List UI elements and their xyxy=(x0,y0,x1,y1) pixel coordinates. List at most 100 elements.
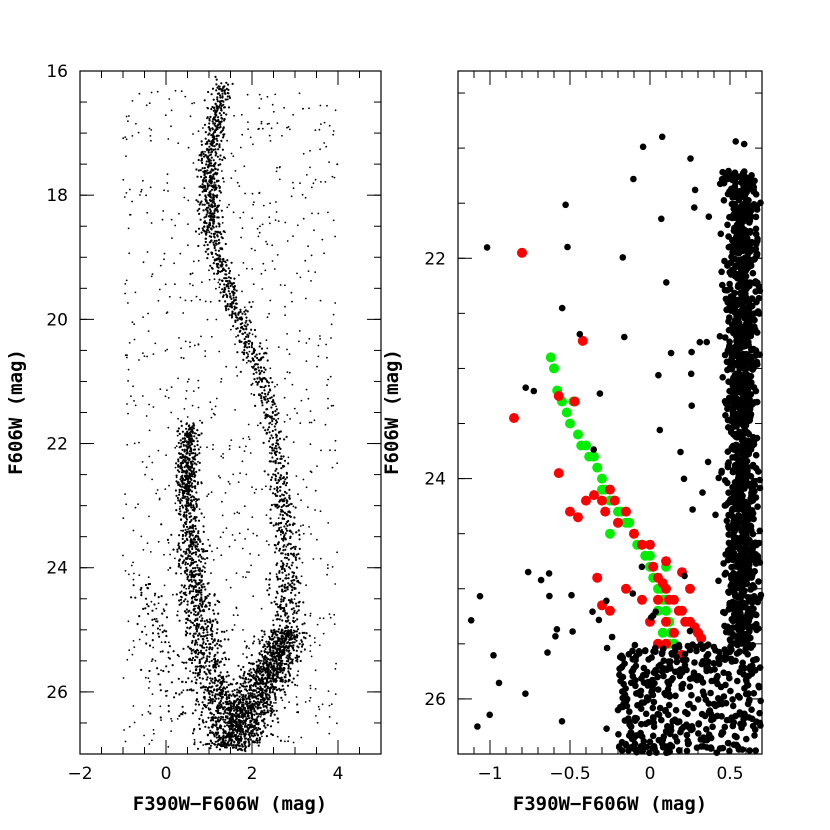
data-point xyxy=(296,224,299,227)
data-point xyxy=(270,686,273,690)
data-point xyxy=(231,731,234,734)
data-point xyxy=(203,174,206,177)
data-point xyxy=(215,225,218,228)
data-point xyxy=(214,720,217,723)
data-point xyxy=(192,689,195,692)
data-point xyxy=(216,107,219,110)
data-point xyxy=(149,186,152,189)
data-point xyxy=(180,347,183,350)
data-point xyxy=(274,385,276,388)
data-point xyxy=(187,645,190,648)
data-point xyxy=(280,508,282,511)
data-point xyxy=(237,481,240,483)
data-point xyxy=(244,725,247,728)
data-point xyxy=(181,460,184,463)
data-point xyxy=(231,690,234,693)
data-point xyxy=(236,316,239,319)
data-point xyxy=(261,404,264,407)
data-point xyxy=(221,263,224,266)
data-point xyxy=(235,607,238,610)
data-point xyxy=(151,461,154,464)
data-point xyxy=(205,665,207,667)
data-point xyxy=(187,677,190,680)
data-point xyxy=(205,646,208,649)
data-point xyxy=(265,408,268,411)
data-point xyxy=(192,590,195,593)
data-point xyxy=(210,659,213,662)
data-point xyxy=(258,642,261,645)
data-point xyxy=(207,166,210,169)
data-point xyxy=(222,744,225,748)
data-point xyxy=(147,710,150,713)
data-point xyxy=(288,638,291,642)
data-point xyxy=(316,721,319,724)
data-point xyxy=(215,318,218,321)
data-point xyxy=(207,193,210,196)
data-point xyxy=(213,682,216,685)
data-point xyxy=(196,564,199,567)
data-point xyxy=(194,527,197,530)
data-point xyxy=(219,699,222,703)
data-point xyxy=(298,600,301,603)
data-point xyxy=(228,314,231,317)
data-point xyxy=(151,632,155,635)
data-point xyxy=(240,323,242,325)
data-point xyxy=(251,486,253,488)
data-point xyxy=(192,573,195,576)
data-point xyxy=(275,442,278,445)
data-point xyxy=(170,681,173,684)
data-point xyxy=(140,668,143,672)
data-point xyxy=(288,488,291,491)
data-point xyxy=(274,631,277,634)
data-point xyxy=(196,443,199,447)
data-point xyxy=(266,397,269,400)
data-point xyxy=(215,706,219,709)
data-point xyxy=(272,460,275,463)
data-point xyxy=(216,547,219,549)
data-point xyxy=(250,305,253,308)
data-point xyxy=(251,729,254,732)
data-point xyxy=(229,742,232,745)
data-point xyxy=(232,211,235,214)
data-point xyxy=(236,327,239,330)
data-point xyxy=(279,739,282,742)
data-point xyxy=(198,233,201,236)
data-point xyxy=(180,595,182,598)
data-point xyxy=(203,244,206,247)
data-point xyxy=(213,167,217,170)
data-point xyxy=(283,438,286,441)
data-point xyxy=(213,205,216,208)
data-point xyxy=(310,655,313,658)
data-point xyxy=(213,218,215,221)
data-point xyxy=(283,609,286,612)
data-point xyxy=(221,177,225,180)
data-point xyxy=(276,122,279,124)
data-point xyxy=(199,741,202,744)
data-point xyxy=(177,377,180,380)
data-point xyxy=(227,638,230,641)
data-point xyxy=(126,658,129,661)
data-point xyxy=(248,724,251,727)
data-point xyxy=(240,715,243,718)
data-point xyxy=(249,668,252,671)
data-point xyxy=(261,223,264,226)
data-point xyxy=(204,661,207,664)
data-point xyxy=(289,543,292,546)
data-point xyxy=(274,686,277,689)
data-point xyxy=(282,646,286,649)
data-point xyxy=(252,350,255,353)
data-point xyxy=(198,660,201,663)
data-point xyxy=(275,413,278,416)
data-point xyxy=(246,705,249,708)
data-point xyxy=(134,291,137,294)
data-point xyxy=(212,713,216,716)
data-point xyxy=(191,534,194,537)
data-point xyxy=(180,424,183,427)
data-point xyxy=(178,432,181,435)
data-point xyxy=(287,573,290,576)
data-point xyxy=(275,450,278,453)
data-point xyxy=(295,612,298,615)
data-point xyxy=(175,445,178,447)
data-point xyxy=(175,474,178,477)
data-point xyxy=(208,643,211,646)
